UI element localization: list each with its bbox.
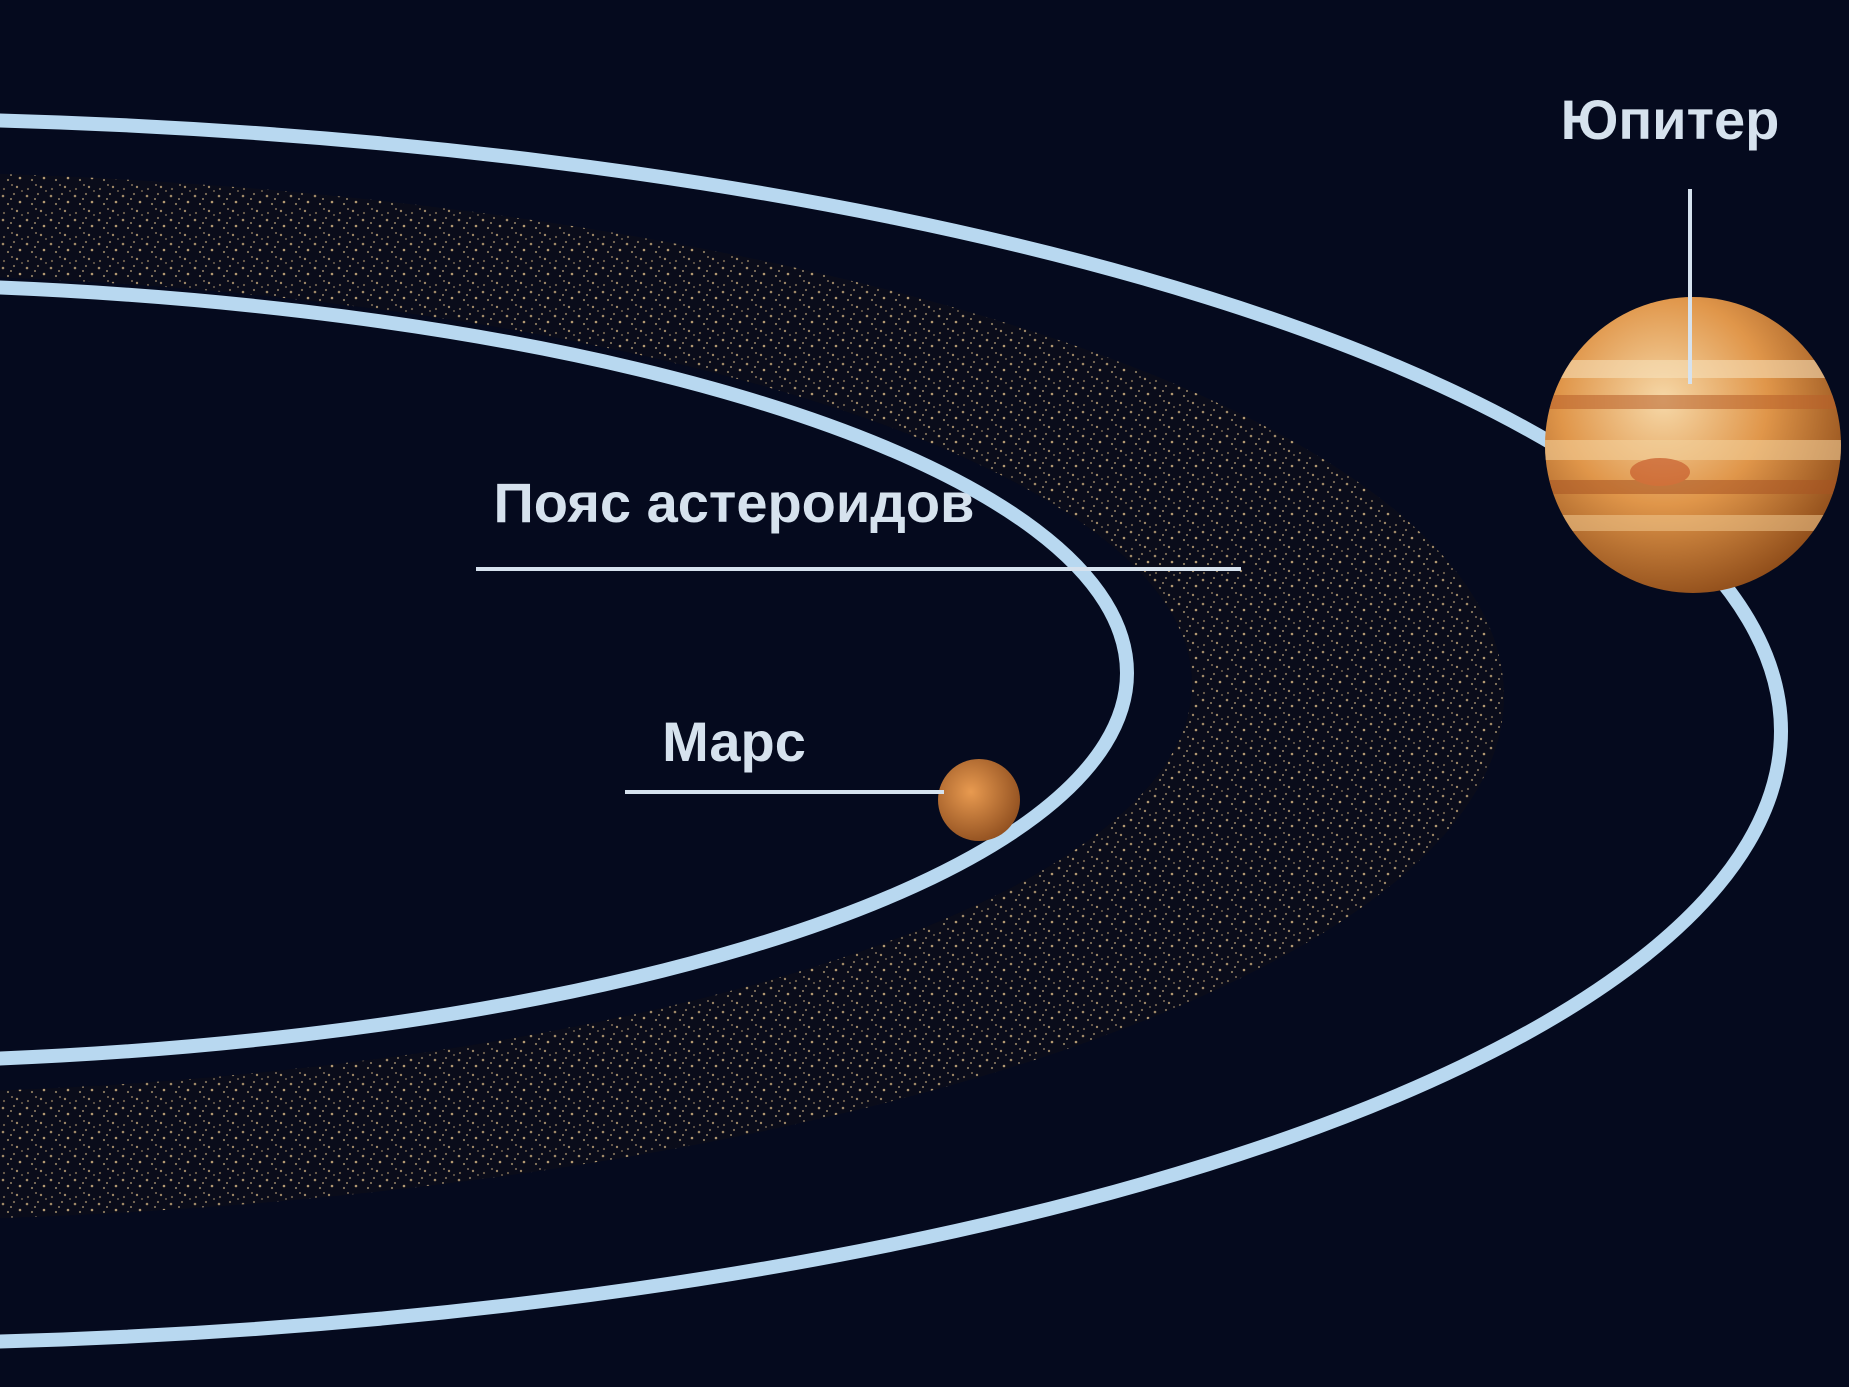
mars [938,759,1020,841]
page: Юпитер Пояс астероидов Марс (() => { con… [0,0,1849,1387]
diagram: Юпитер Пояс астероидов Марс [0,0,1849,1387]
belt-label: Пояс астероидов [494,471,975,534]
jupiter-label: Юпитер [1561,88,1780,151]
mars-label: Марс [662,710,806,773]
